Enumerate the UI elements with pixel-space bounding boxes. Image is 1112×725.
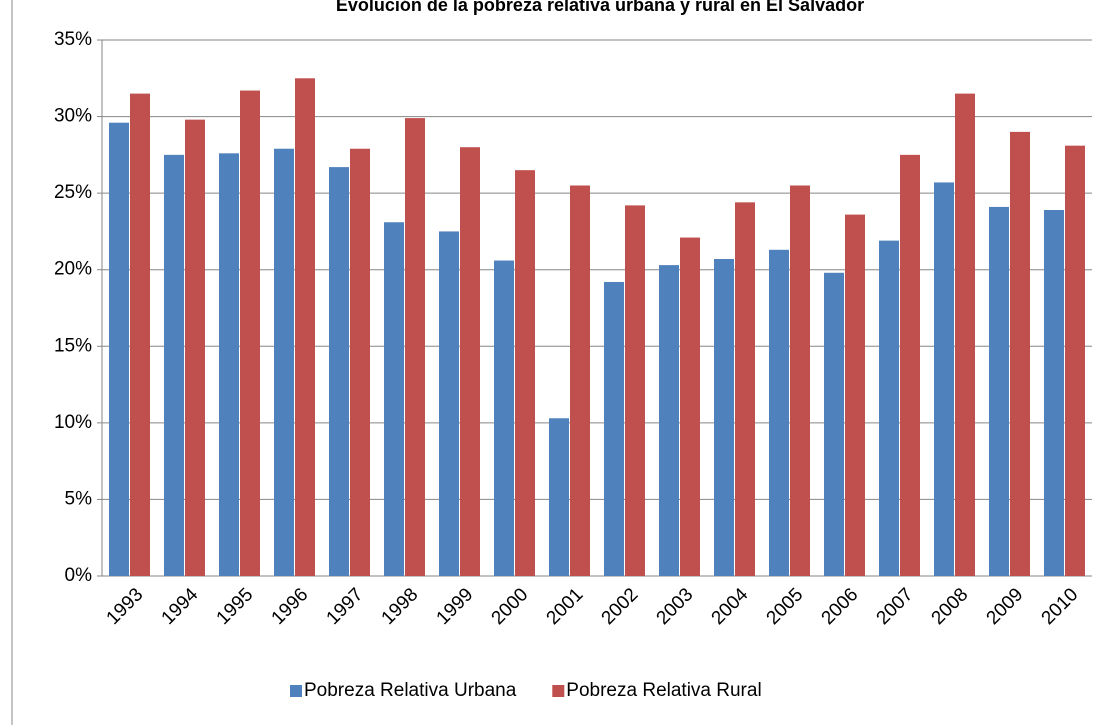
bar [109,122,129,576]
bar [769,249,789,576]
bar [1065,145,1085,576]
y-tick-label: 20% [54,259,92,280]
bar [164,154,184,576]
y-tick-label: 10% [54,412,92,433]
bar [405,118,425,577]
bar [274,148,294,576]
bar [185,119,205,577]
bar [845,214,865,576]
bar [680,237,700,576]
bar [604,281,624,576]
bar [494,260,514,576]
legend-swatch [290,685,302,697]
bar [350,148,370,576]
legend-swatch [552,685,565,697]
bar [439,231,459,576]
bar [824,272,844,576]
bar [625,205,645,576]
y-tick-label: 0% [65,565,93,586]
bar [1010,131,1030,576]
bar [790,185,810,576]
bar [1044,209,1064,576]
bar [879,240,899,577]
y-tick-label: 15% [54,335,92,356]
bar [549,418,569,576]
bar [295,78,315,577]
chart-title: Evolución de la pobreza relativa urbana … [336,0,864,15]
y-tick-label: 30% [54,106,92,127]
legend-label: Pobreza Relativa Rural [566,680,761,701]
bar [570,185,590,576]
bar [460,147,480,576]
bar [659,265,679,576]
bar [735,202,755,576]
bar [714,258,734,576]
bar [955,93,975,576]
y-tick-label: 25% [54,182,92,203]
bar [384,222,404,577]
bar [329,167,349,576]
bar [900,154,920,576]
bar [240,90,260,576]
y-tick-label: 5% [65,488,93,509]
bar [130,93,150,576]
bar [934,182,954,576]
bar [989,206,1009,576]
bar [515,170,535,576]
bar [219,153,239,576]
y-tick-label: 35% [54,29,92,50]
legend-label: Pobreza Relativa Urbana [304,680,517,701]
